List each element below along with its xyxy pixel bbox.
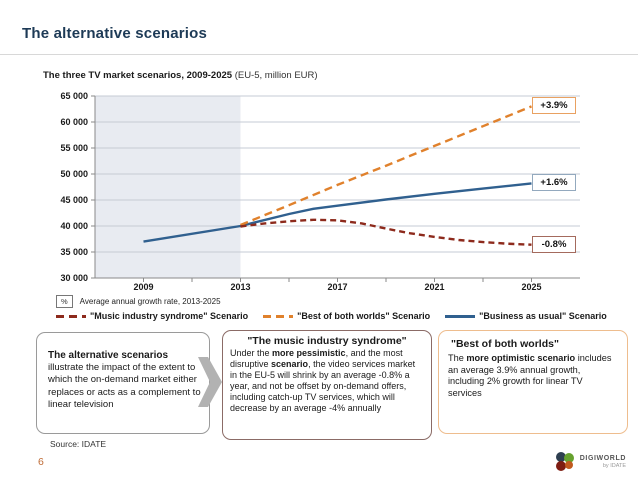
y-axis-label: 45 000 bbox=[60, 195, 88, 205]
source-note: Source: IDATE bbox=[50, 439, 107, 449]
logo-circles-icon bbox=[555, 452, 574, 471]
y-axis-label: 40 000 bbox=[60, 221, 88, 231]
x-axis-label: 2017 bbox=[327, 282, 348, 292]
x-axis-label: 2025 bbox=[521, 282, 542, 292]
dashed-line-swatch bbox=[263, 314, 294, 318]
chart-legend: "Music industry syndrome" Scenario "Best… bbox=[56, 311, 607, 321]
growth-rate-label: -0.8% bbox=[532, 235, 576, 253]
legend-item-best-of-both-worlds: "Best of both worlds" Scenario bbox=[263, 311, 430, 321]
y-axis-label: 60 000 bbox=[60, 117, 88, 127]
page-number: 6 bbox=[38, 456, 44, 468]
arrow-right-icon bbox=[198, 357, 222, 407]
logo-circle bbox=[564, 461, 573, 469]
line-chart bbox=[91, 95, 580, 282]
solid-line-swatch bbox=[445, 314, 476, 318]
box-title: The alternative scenarios bbox=[48, 350, 169, 361]
y-axis-label: 50 000 bbox=[60, 169, 88, 179]
logo-circle bbox=[555, 461, 566, 471]
growth-rate-label: +1.6% bbox=[532, 174, 576, 192]
header: The alternative scenarios bbox=[0, 0, 638, 55]
music-industry-syndrome-box: "The music industry syndrome" Under the … bbox=[222, 330, 432, 440]
growth-note-text: Average annual growth rate, 2013-2025 bbox=[79, 297, 221, 306]
series-line-0 bbox=[240, 218, 532, 246]
y-axis-label: 65 000 bbox=[60, 91, 88, 101]
historic-period-shading bbox=[95, 96, 241, 278]
x-axis-label: 2021 bbox=[424, 282, 445, 292]
logo-circle bbox=[563, 453, 574, 463]
alternative-scenarios-box: The alternative scenarios illustrate the… bbox=[36, 332, 210, 434]
box-body: Under the more pessimistic, and the most… bbox=[230, 348, 416, 413]
digiworld-logo: DIGIWORLD by IDATE bbox=[554, 451, 626, 473]
x-axis-label: 2013 bbox=[230, 282, 251, 292]
chart-title: The three TV market scenarios, 2009-2025… bbox=[43, 70, 318, 81]
growth-note: % Average annual growth rate, 2013-2025 bbox=[56, 295, 221, 308]
box-title: "Best of both worlds" bbox=[451, 338, 559, 350]
box-body: The more optimistic scenario includes an… bbox=[448, 353, 612, 398]
growth-rate-label: +3.9% bbox=[532, 97, 576, 115]
legend-item-business-as-usual: "Business as usual" Scenario bbox=[445, 311, 607, 321]
y-axis-label: 55 000 bbox=[60, 143, 88, 153]
percent-badge: % bbox=[56, 295, 73, 308]
series-line-2 bbox=[143, 182, 532, 243]
x-axis-label: 2009 bbox=[133, 282, 154, 292]
y-axis-label: 35 000 bbox=[60, 247, 88, 257]
dashed-line-swatch bbox=[56, 314, 86, 318]
series-line-1 bbox=[240, 105, 532, 227]
box-body: illustrate the impact of the extent to w… bbox=[48, 362, 201, 411]
chart-title-units: (EU-5, million EUR) bbox=[234, 70, 318, 81]
page-title: The alternative scenarios bbox=[22, 25, 208, 42]
y-axis-label: 30 000 bbox=[60, 273, 88, 283]
logo-circle bbox=[555, 452, 566, 462]
box-title: "The music industry syndrome" bbox=[247, 335, 407, 347]
chart-title-bold: The three TV market scenarios, 2009-2025 bbox=[43, 70, 233, 81]
best-of-both-worlds-box: "Best of both worlds" The more optimisti… bbox=[438, 330, 628, 434]
logo-subtitle: by IDATE bbox=[602, 463, 626, 469]
logo-name: DIGIWORLD bbox=[579, 455, 626, 462]
legend-item-music-industry-syndrome: "Music industry syndrome" Scenario bbox=[56, 311, 248, 321]
